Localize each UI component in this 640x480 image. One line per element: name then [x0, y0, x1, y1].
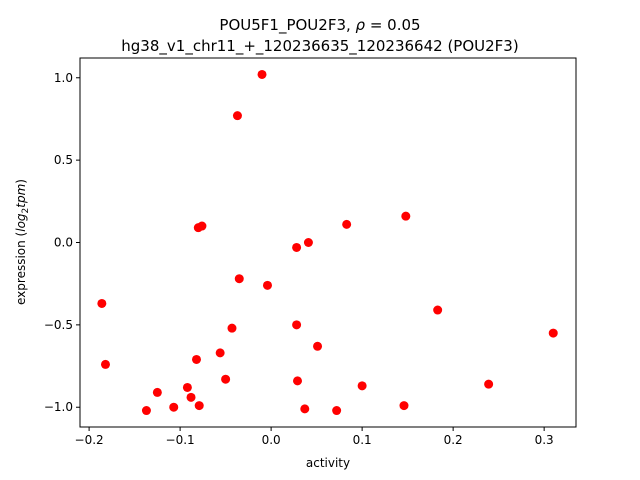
data-point — [548, 328, 558, 338]
data-point — [215, 348, 225, 358]
x-tick-label: 0.0 — [262, 433, 281, 447]
x-axis-ticks: −0.2 −0.1 0.0 0.1 0.2 0.3 — [75, 427, 554, 447]
data-point — [221, 374, 231, 384]
chart-title-line-2: hg38_v1_chr11_+_120236635_120236642 (POU… — [121, 37, 519, 55]
data-point — [357, 381, 367, 391]
data-point — [293, 376, 303, 386]
data-point — [232, 111, 242, 121]
y-tick-label: 0.5 — [54, 153, 73, 167]
x-tick-label: −0.2 — [75, 433, 104, 447]
y-axis-label-suffix: ) — [14, 179, 28, 184]
data-point — [97, 298, 107, 308]
data-point — [332, 406, 342, 416]
y-tick-label: 0.0 — [54, 236, 73, 250]
data-point — [300, 404, 310, 414]
y-axis-ticks: −1.0 −0.5 0.0 0.5 1.0 — [44, 71, 80, 414]
y-axis-label-base: 2 — [21, 208, 31, 214]
data-point — [484, 379, 494, 389]
data-point — [186, 392, 196, 402]
y-tick-label: −0.5 — [44, 318, 73, 332]
points-layer — [97, 69, 558, 416]
title-rho-symbol: ρ — [355, 16, 366, 34]
data-point — [193, 223, 203, 233]
data-point — [141, 406, 151, 416]
plot-frame — [79, 57, 577, 428]
y-axis-label: expression (log2tpm) — [14, 179, 31, 305]
data-point — [257, 69, 267, 79]
data-point — [401, 211, 411, 221]
data-point — [399, 401, 409, 411]
x-tick-label: 0.3 — [535, 433, 554, 447]
x-axis-label: activity — [306, 456, 350, 470]
data-point — [100, 359, 110, 369]
data-point — [342, 219, 352, 229]
data-point — [227, 323, 237, 333]
x-tick-label: −0.1 — [166, 433, 195, 447]
data-point — [303, 238, 313, 247]
data-point — [433, 305, 443, 315]
y-axis-label-unit: tpm — [14, 184, 28, 208]
data-point — [182, 382, 192, 392]
x-tick-label: 0.1 — [353, 433, 372, 447]
x-tick-label: 0.2 — [444, 433, 463, 447]
y-tick-label: −1.0 — [44, 400, 73, 414]
data-point — [169, 402, 179, 412]
data-point — [152, 387, 162, 397]
y-axis-label-prefix: expression ( — [14, 232, 28, 305]
data-point — [292, 242, 302, 252]
data-point — [234, 274, 244, 284]
data-point — [262, 280, 272, 290]
y-axis-label-log: log — [14, 213, 28, 232]
title-gene-pair: POU5F1_POU2F3, — [219, 16, 356, 34]
y-tick-label: 1.0 — [54, 71, 73, 85]
title-rho-value: = 0.05 — [365, 16, 421, 34]
chart-title-line-1: POU5F1_POU2F3, ρ = 0.05 — [0, 16, 640, 34]
data-point — [194, 401, 204, 411]
data-point — [191, 354, 201, 364]
data-point — [313, 341, 323, 351]
data-point — [292, 320, 302, 330]
